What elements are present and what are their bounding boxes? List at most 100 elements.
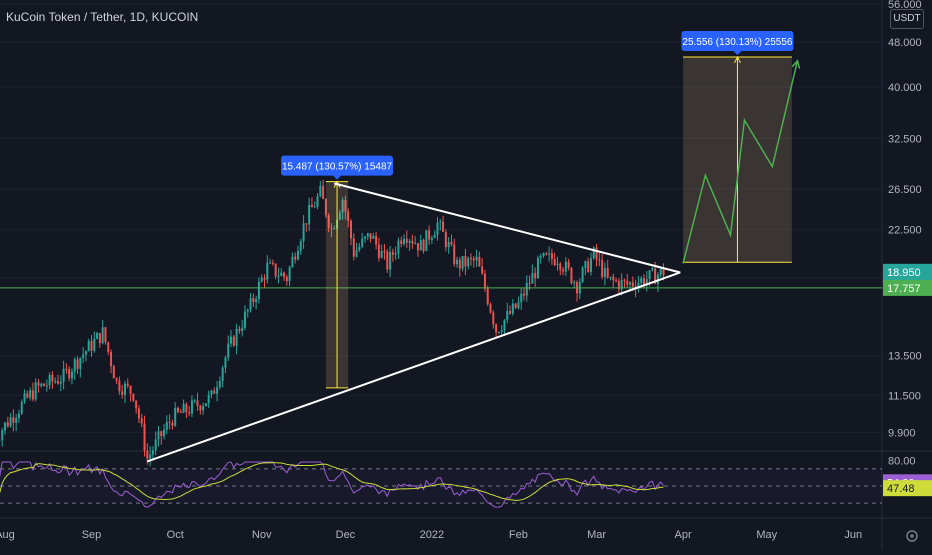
candle-body [205, 403, 207, 406]
candle-body [651, 268, 653, 270]
candle-body [509, 311, 511, 314]
candle-body [280, 273, 282, 276]
candle-body [286, 277, 288, 281]
candle-body [113, 366, 115, 378]
candle-body [124, 384, 126, 395]
candle-body [49, 375, 51, 386]
candle-body [79, 358, 81, 369]
candle-body [481, 266, 483, 273]
candle-body [15, 418, 17, 423]
candle-body [144, 423, 146, 450]
candle-body [177, 408, 179, 412]
candle-body [169, 422, 171, 423]
candle-body [291, 257, 293, 268]
candle-body [584, 261, 586, 268]
candle-body [116, 378, 118, 380]
candle-body [601, 260, 603, 277]
candle-body [289, 267, 291, 281]
candle-body [389, 252, 391, 270]
candle-body [264, 278, 266, 280]
candle-body [7, 423, 9, 427]
price-tick-label: 22.500 [888, 224, 922, 236]
candle-body [18, 414, 20, 419]
candle-body [498, 332, 500, 333]
currency-badge[interactable]: USDT [890, 9, 924, 29]
candle-body [411, 241, 413, 244]
candle-body [82, 355, 84, 358]
candle-body [43, 384, 45, 386]
time-tick-label: Aug [0, 529, 15, 541]
candle-body [183, 404, 185, 413]
time-tick-label: 2022 [420, 529, 444, 541]
candle-body [93, 339, 95, 351]
candle-body [269, 263, 271, 264]
candle-body [202, 406, 204, 410]
candle-body [63, 369, 65, 382]
candle-body [71, 372, 73, 379]
time-tick-label: Jun [844, 529, 862, 541]
candle-body [319, 186, 321, 196]
candle-body [565, 262, 567, 272]
candle-body [495, 324, 497, 332]
candle-body [556, 264, 558, 265]
candle-body [261, 278, 263, 282]
candle-body [138, 408, 140, 418]
candle-body [213, 391, 215, 394]
candle-body [118, 381, 120, 392]
candle-body [540, 256, 542, 258]
candle-body [392, 252, 394, 255]
candle-body [163, 430, 165, 436]
candle-body [258, 282, 260, 299]
candle-body [26, 393, 28, 397]
candle-body [361, 239, 363, 247]
candle-body [191, 400, 193, 413]
candle-body [453, 244, 455, 264]
candle-body [194, 400, 196, 401]
candle-body [54, 381, 56, 382]
measure-label: 15.487 (130.57%) 15487 [282, 162, 393, 173]
candle-body [386, 252, 388, 270]
candle-body [210, 391, 212, 395]
candle-body [437, 223, 439, 235]
price-tick-label: 40.000 [888, 82, 922, 94]
candle-body [85, 351, 87, 354]
candle-body [450, 242, 452, 244]
candle-body [107, 342, 109, 352]
candle-body [615, 280, 617, 281]
candle-body [227, 344, 229, 358]
candle-body [294, 257, 296, 260]
candle-body [663, 269, 665, 276]
candle-body [400, 241, 402, 244]
candle-body [428, 230, 430, 239]
candle-body [166, 422, 168, 430]
candle-body [174, 408, 176, 426]
candle-body [171, 423, 173, 426]
candle-body [21, 402, 23, 414]
candle-body [29, 390, 31, 397]
symbol-title: KuCoin Token / Tether, 1D, KUCOIN [6, 10, 198, 24]
candle-body [484, 274, 486, 289]
candle-body [35, 382, 37, 399]
candle-body [515, 304, 517, 308]
candle-body [77, 359, 79, 369]
candle-body [364, 237, 366, 239]
candle-body [37, 382, 39, 386]
candle-body [570, 268, 572, 283]
candle-body [462, 256, 464, 269]
candle-body [370, 233, 372, 238]
time-tick-label: May [756, 529, 777, 541]
candle-body [322, 186, 324, 199]
candle-body [478, 257, 480, 267]
candle-body [456, 260, 458, 265]
candle-body [596, 248, 598, 260]
rsi-tag-value: 47.48 [887, 483, 915, 495]
candle-body [403, 239, 405, 244]
candle-body [529, 283, 531, 284]
candle-body [157, 431, 159, 439]
candle-body [649, 270, 651, 279]
candle-body [219, 381, 221, 387]
candle-body [152, 450, 154, 454]
candle-body [517, 302, 519, 308]
